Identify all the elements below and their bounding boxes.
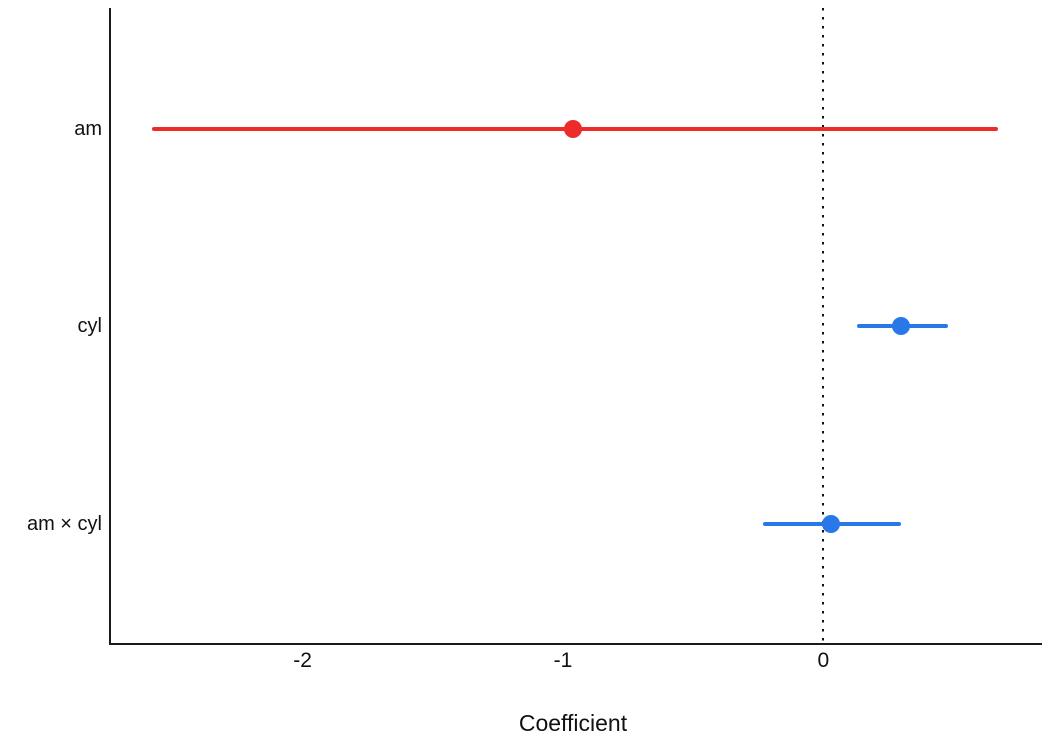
y-axis-category-label: am: [74, 117, 102, 140]
y-axis-line: [109, 8, 111, 645]
point-estimate: [822, 514, 841, 533]
x-axis-tick-label: 0: [817, 649, 830, 672]
y-axis-category-label: cyl: [77, 315, 102, 337]
x-axis-line: [109, 643, 1042, 645]
point-estimate: [892, 317, 911, 335]
x-axis-tick-label: -1: [553, 649, 573, 672]
y-axis-category-label: am × cyl: [26, 512, 102, 535]
x-axis-title: Coefficient: [518, 710, 628, 736]
point-estimate: [564, 119, 583, 138]
x-axis-tick-label: -2: [293, 649, 312, 672]
zero-reference-line: [822, 8, 824, 644]
